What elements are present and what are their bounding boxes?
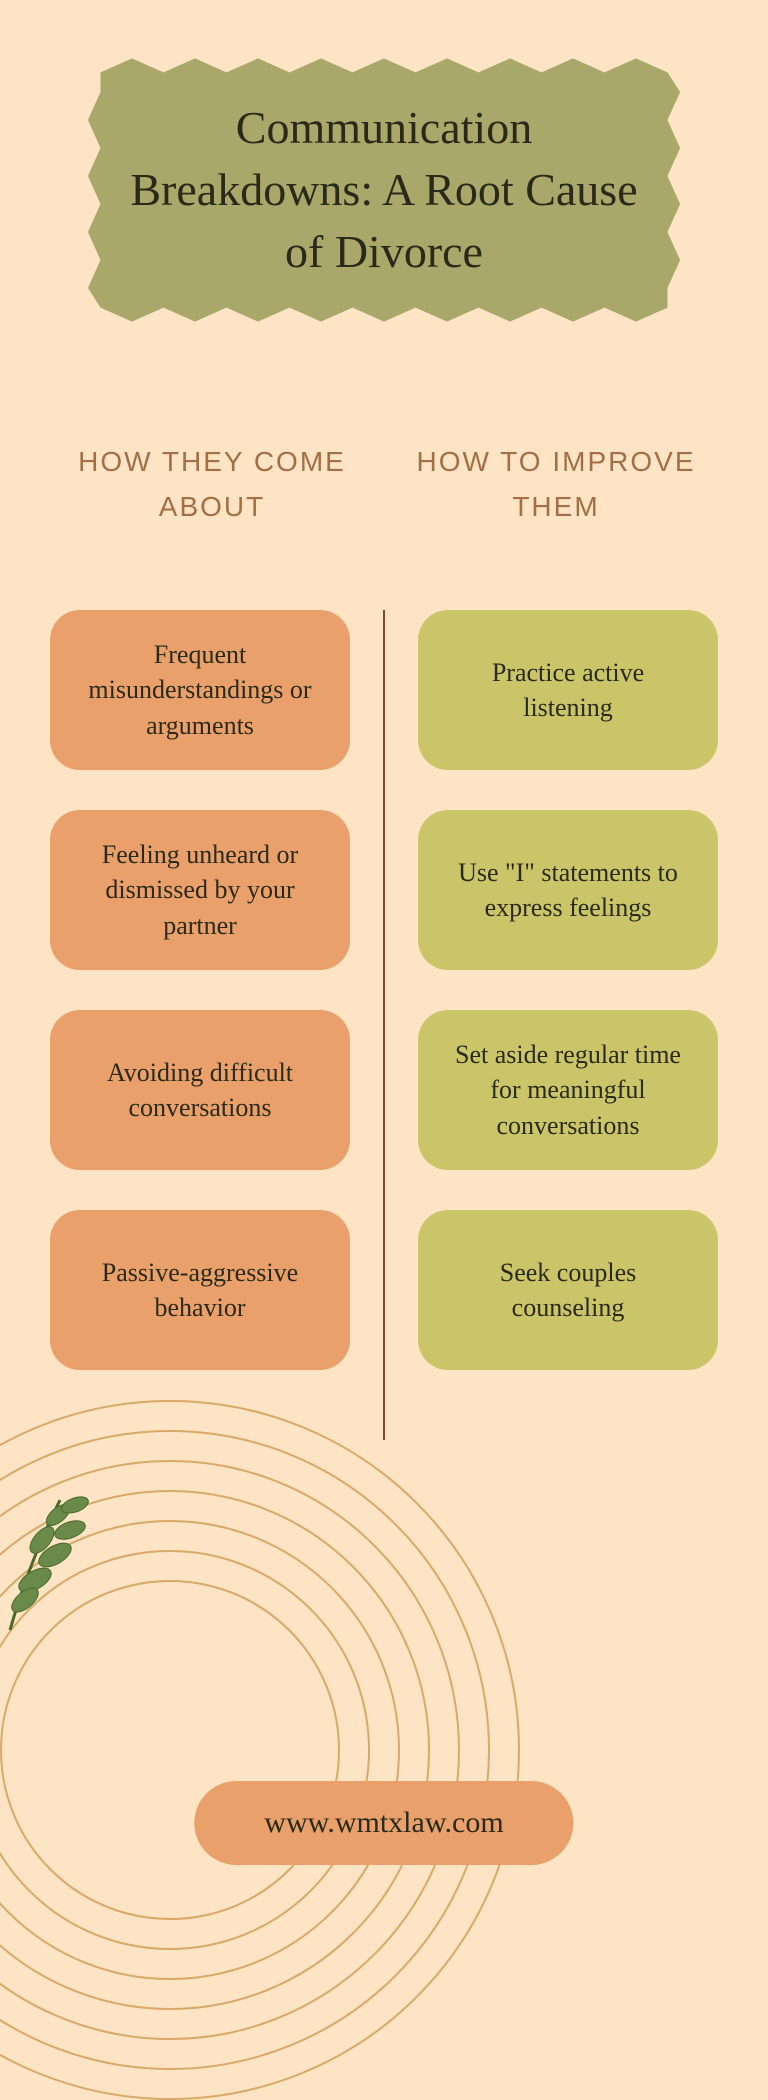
card-row: Passive-aggressive behavior Seek couples… (50, 1210, 718, 1370)
title-banner: Communication Breakdowns: A Root Cause o… (69, 50, 699, 330)
improve-card: Practice active listening (418, 610, 718, 770)
cards-container: Frequent misunderstandings or arguments … (0, 610, 768, 1410)
decorative-arcs (0, 1400, 520, 2100)
improve-card: Seek couples counseling (418, 1210, 718, 1370)
footer-url: www.wmtxlaw.com (194, 1781, 573, 1865)
cause-card: Avoiding difficult conversations (50, 1010, 350, 1170)
card-row: Feeling unheard or dismissed by your par… (50, 810, 718, 970)
improve-card: Set aside regular time for meaningful co… (418, 1010, 718, 1170)
card-row: Avoiding difficult conversations Set asi… (50, 1010, 718, 1170)
page-title: Communication Breakdowns: A Root Cause o… (109, 97, 659, 283)
cause-card: Feeling unheard or dismissed by your par… (50, 810, 350, 970)
cause-card: Frequent misunderstandings or arguments (50, 610, 350, 770)
cause-card: Passive-aggressive behavior (50, 1210, 350, 1370)
card-row: Frequent misunderstandings or arguments … (50, 610, 718, 770)
columns-header: HOW THEY COME ABOUT HOW TO IMPROVE THEM (0, 440, 768, 530)
leaf-icon (0, 1440, 140, 1640)
improve-card: Use "I" statements to express feelings (418, 810, 718, 970)
left-column-header: HOW THEY COME ABOUT (52, 440, 372, 530)
right-column-header: HOW TO IMPROVE THEM (396, 440, 716, 530)
